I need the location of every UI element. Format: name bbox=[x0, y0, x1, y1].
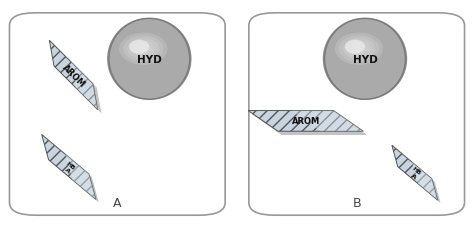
Ellipse shape bbox=[109, 19, 190, 100]
Polygon shape bbox=[395, 148, 440, 203]
Ellipse shape bbox=[323, 19, 407, 101]
Ellipse shape bbox=[123, 36, 164, 63]
Polygon shape bbox=[42, 135, 96, 199]
Ellipse shape bbox=[127, 39, 159, 60]
Text: B: B bbox=[352, 196, 361, 210]
Ellipse shape bbox=[131, 41, 155, 57]
Ellipse shape bbox=[355, 47, 363, 52]
Text: HYD: HYD bbox=[353, 55, 377, 65]
Text: AROM: AROM bbox=[60, 63, 87, 89]
Ellipse shape bbox=[347, 41, 371, 57]
Polygon shape bbox=[45, 138, 99, 202]
Text: A: A bbox=[113, 196, 121, 210]
Ellipse shape bbox=[343, 39, 375, 60]
Ellipse shape bbox=[335, 33, 383, 65]
FancyBboxPatch shape bbox=[9, 14, 225, 215]
Ellipse shape bbox=[107, 19, 191, 101]
Ellipse shape bbox=[129, 41, 149, 55]
Ellipse shape bbox=[119, 33, 167, 65]
Polygon shape bbox=[248, 111, 363, 132]
Text: HB
 A: HB A bbox=[408, 166, 422, 180]
Ellipse shape bbox=[139, 47, 147, 52]
Polygon shape bbox=[291, 111, 363, 132]
Polygon shape bbox=[392, 146, 438, 200]
Polygon shape bbox=[71, 63, 98, 110]
Ellipse shape bbox=[135, 44, 151, 55]
Polygon shape bbox=[49, 41, 98, 110]
Polygon shape bbox=[412, 162, 438, 200]
Ellipse shape bbox=[325, 19, 405, 100]
Polygon shape bbox=[65, 155, 96, 199]
Polygon shape bbox=[252, 115, 367, 135]
Text: HYD: HYD bbox=[137, 55, 162, 65]
Ellipse shape bbox=[351, 44, 367, 55]
Ellipse shape bbox=[339, 36, 379, 63]
Polygon shape bbox=[53, 45, 101, 114]
FancyBboxPatch shape bbox=[249, 14, 465, 215]
Text: AROM: AROM bbox=[292, 117, 320, 126]
Text: HB
 A: HB A bbox=[62, 160, 76, 174]
Ellipse shape bbox=[345, 41, 365, 55]
